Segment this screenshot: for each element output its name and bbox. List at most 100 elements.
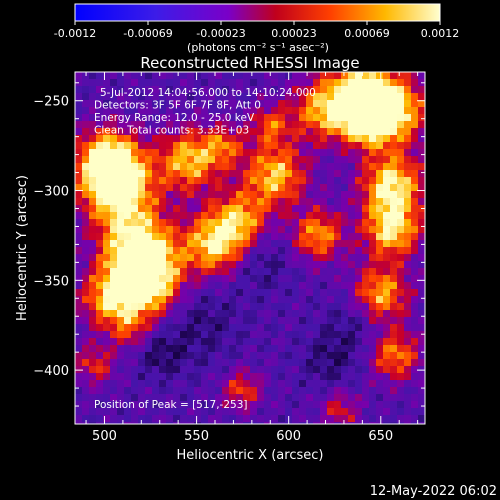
heatmap-cell — [124, 380, 132, 388]
heatmap-cell — [369, 247, 377, 255]
heatmap-cell — [152, 296, 160, 304]
heatmap-cell — [131, 254, 139, 262]
heatmap-cell — [159, 324, 167, 332]
heatmap-cell — [397, 373, 405, 381]
heatmap-cell — [383, 394, 391, 402]
heatmap-cell — [334, 422, 342, 424]
heatmap-cell — [159, 219, 167, 227]
heatmap-cell — [257, 324, 265, 332]
heatmap-cell — [124, 135, 132, 143]
heatmap-cell — [124, 163, 132, 171]
heatmap-cell — [222, 184, 230, 192]
heatmap-cell — [306, 282, 314, 290]
heatmap-cell — [208, 338, 216, 346]
heatmap-cell — [215, 303, 223, 311]
heatmap-cell — [131, 359, 139, 367]
heatmap-cell — [411, 408, 419, 416]
heatmap-cell — [222, 352, 230, 360]
heatmap-cell — [250, 415, 258, 423]
heatmap-cell — [292, 93, 300, 101]
heatmap-cell — [89, 205, 97, 213]
heatmap-cell — [411, 219, 419, 227]
heatmap-cell — [187, 331, 195, 339]
heatmap-cell — [278, 261, 286, 269]
heatmap-cell — [236, 275, 244, 283]
heatmap-cell — [418, 121, 425, 129]
heatmap-cell — [404, 170, 412, 178]
heatmap-cell — [271, 107, 279, 115]
heatmap-cell — [159, 205, 167, 213]
heatmap-cell — [306, 72, 314, 80]
heatmap-cell — [383, 100, 391, 108]
heatmap-cell — [271, 100, 279, 108]
heatmap-cell — [110, 79, 118, 87]
heatmap-cell — [355, 79, 363, 87]
heatmap-cell — [243, 401, 251, 409]
heatmap-cell — [82, 275, 90, 283]
heatmap-cell — [320, 254, 328, 262]
heatmap-cell — [404, 191, 412, 199]
heatmap-cell — [292, 422, 300, 424]
heatmap-cell — [82, 310, 90, 318]
heatmap-cell — [257, 135, 265, 143]
heatmap-cell — [131, 184, 139, 192]
heatmap-cell — [306, 177, 314, 185]
heatmap-cell — [201, 268, 209, 276]
heatmap-cell — [194, 324, 202, 332]
heatmap-cell — [152, 100, 160, 108]
heatmap-cell — [236, 233, 244, 241]
heatmap-cell — [194, 261, 202, 269]
heatmap-cell — [201, 317, 209, 325]
heatmap-cell — [341, 72, 349, 80]
heatmap-cell — [166, 387, 174, 395]
heatmap-cell — [411, 275, 419, 283]
heatmap-cell — [243, 380, 251, 388]
heatmap-cell — [145, 170, 153, 178]
heatmap-cell — [145, 338, 153, 346]
heatmap-cell — [208, 184, 216, 192]
heatmap-cell — [117, 289, 125, 297]
heatmap-cell — [334, 366, 342, 374]
heatmap-cell — [418, 380, 425, 388]
heatmap-cell — [75, 114, 83, 122]
heatmap-cell — [201, 212, 209, 220]
heatmap-cell — [243, 261, 251, 269]
heatmap-cell — [89, 387, 97, 395]
heatmap-cell — [355, 422, 363, 424]
heatmap-cell — [131, 198, 139, 206]
heatmap-cell — [75, 296, 83, 304]
heatmap-cell — [376, 170, 384, 178]
heatmap-cell — [327, 86, 335, 94]
heatmap-cell — [96, 121, 104, 129]
heatmap-cell — [306, 338, 314, 346]
heatmap-cell — [173, 408, 181, 416]
heatmap-cell — [369, 373, 377, 381]
heatmap-cell — [180, 226, 188, 234]
heatmap-cell — [208, 121, 216, 129]
heatmap-cell — [355, 86, 363, 94]
heatmap-cell — [110, 247, 118, 255]
heatmap-cell — [271, 373, 279, 381]
heatmap-cell — [313, 352, 321, 360]
heatmap-cell — [82, 184, 90, 192]
heatmap-cell — [271, 177, 279, 185]
heatmap-cell — [292, 107, 300, 115]
heatmap-cell — [376, 93, 384, 101]
heatmap-cell — [257, 422, 265, 424]
heatmap-cell — [362, 373, 370, 381]
heatmap-cell — [397, 317, 405, 325]
heatmap-cell — [250, 408, 258, 416]
heatmap-cell — [201, 156, 209, 164]
heatmap-cell — [166, 149, 174, 157]
heatmap-cell — [313, 135, 321, 143]
heatmap-cell — [334, 72, 342, 80]
heatmap-cell — [96, 275, 104, 283]
colorbar-ticks: -0.0012 -0.00069 -0.00023 0.00023 0.00069 0.0… — [54, 21, 459, 40]
heatmap-cell — [320, 408, 328, 416]
heatmap-cell — [390, 254, 398, 262]
heatmap-cell — [292, 205, 300, 213]
heatmap-cell — [103, 303, 111, 311]
heatmap-cell — [390, 345, 398, 353]
heatmap-cell — [362, 156, 370, 164]
heatmap-cell — [299, 401, 307, 409]
